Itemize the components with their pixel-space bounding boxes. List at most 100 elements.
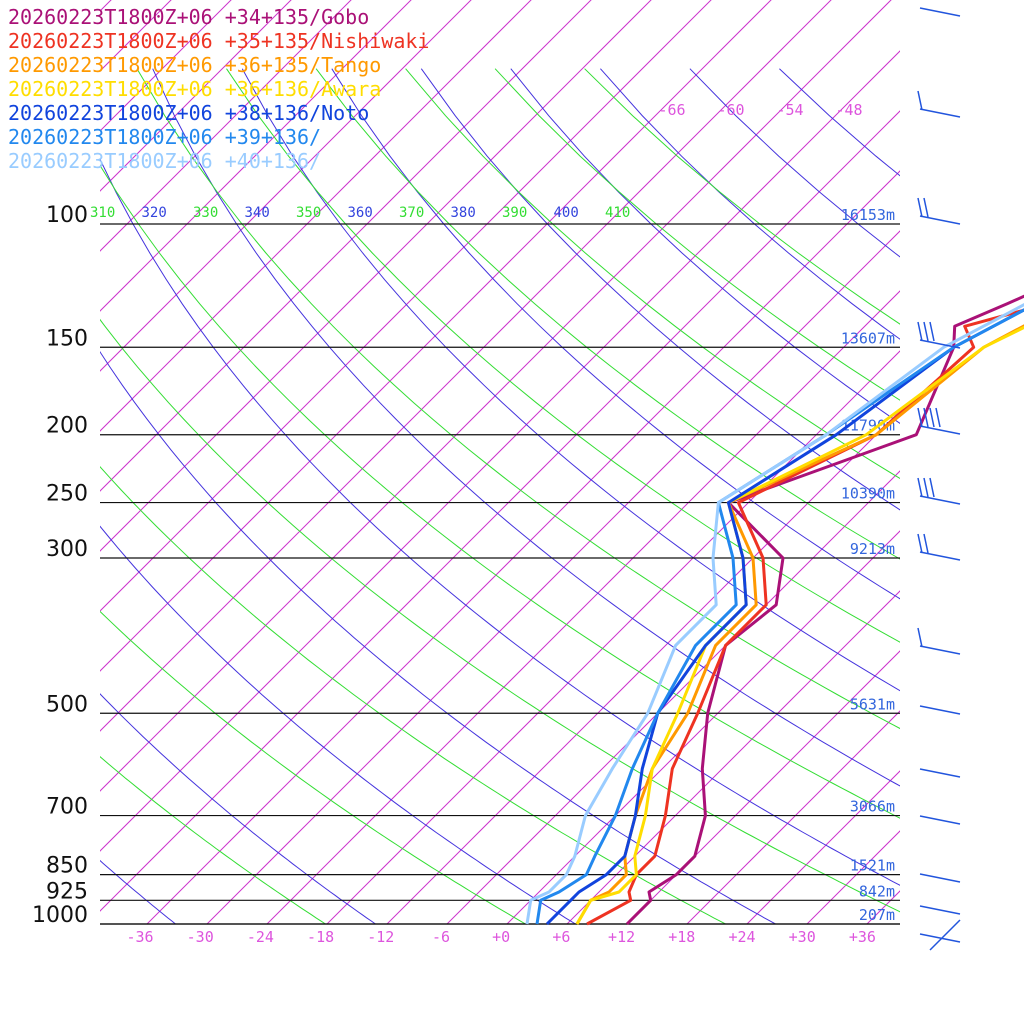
- wind-barb: [917, 197, 961, 225]
- theta-label: 320: [142, 205, 167, 221]
- isotherm-line: [626, 650, 900, 924]
- isotherm-line: [506, 530, 900, 924]
- legend-entry: 20260223T1800Z+06 +35+135/Nishiwaki: [8, 29, 429, 53]
- temperature-tick-label: +24: [728, 928, 755, 946]
- wind-barb: [917, 477, 961, 505]
- dry-adiabat: [152, 68, 900, 787]
- temperature-tick-label: +18: [668, 928, 695, 946]
- legend-entry: 20260223T1800Z+06 +34+135/Gobo: [8, 5, 369, 29]
- pressure-tick-label: 925: [46, 879, 88, 904]
- upper-temperature-tick-label: -48: [835, 101, 862, 119]
- dry-adiabat: [420, 68, 900, 511]
- upper-temperature-tick-label: -60: [717, 101, 744, 119]
- wind-barb: [917, 321, 961, 349]
- isotherm-line: [100, 110, 900, 912]
- theta-label: 330: [193, 205, 218, 221]
- theta-label: 360: [348, 205, 373, 221]
- temperature-tick-label: -24: [247, 928, 274, 946]
- grid-lines: [0, 0, 1024, 924]
- isotherm-line: [100, 0, 352, 252]
- height-label: 13607m: [841, 329, 895, 347]
- moist-adiabat: [100, 756, 327, 924]
- pressure-tick-label: 250: [46, 482, 88, 507]
- grid-clip: [0, 0, 1024, 924]
- height-label: 9213m: [850, 540, 895, 558]
- height-label: 3066m: [850, 798, 895, 816]
- upper-temperature-tick-label: -54: [776, 101, 803, 119]
- isotherm-line: [100, 50, 900, 852]
- legend-entry: 20260223T1800Z+06 +39+136/: [8, 125, 321, 149]
- wind-barb: [919, 705, 961, 715]
- profile-series-line: [575, 325, 1024, 925]
- legend: 20260223T1800Z+06 +34+135/Gobo20260223T1…: [8, 5, 429, 173]
- dry-adiabat: [100, 350, 777, 924]
- wind-barb: [919, 815, 961, 825]
- theta-label: 390: [502, 205, 527, 221]
- dry-adiabat: [100, 859, 177, 924]
- isotherm-line: [100, 0, 592, 492]
- dry-adiabat: [241, 68, 900, 692]
- theta-label: 400: [554, 205, 579, 221]
- height-label: 207m: [859, 906, 895, 924]
- pressure-tick-label: 850: [46, 854, 88, 879]
- dry-adiabat: [100, 693, 377, 924]
- pressure-tick-label: 150: [46, 326, 88, 351]
- temperature-tick-label: -12: [367, 928, 394, 946]
- wind-barb: [919, 873, 961, 883]
- theta-label: 340: [245, 205, 270, 221]
- wind-barb: [919, 905, 961, 915]
- isotherm-line: [100, 0, 892, 792]
- upper-temperature-tick-label: -66: [658, 101, 685, 119]
- moist-adiabat: [100, 164, 900, 819]
- pressure-tick-label: 200: [46, 414, 88, 439]
- pressure-tick-label: 500: [46, 692, 88, 717]
- temperature-tick-label: +0: [492, 928, 510, 946]
- isotherm-line: [100, 0, 652, 552]
- height-label: 5631m: [850, 695, 895, 713]
- isotherm-line: [0, 0, 7, 924]
- isotherm-line: [100, 0, 292, 192]
- profile-series-line: [586, 308, 1024, 926]
- pressure-tick-label: 100: [46, 203, 88, 228]
- pressure-tick-label: 300: [46, 537, 88, 562]
- wind-barb: [919, 768, 961, 778]
- temperature-tick-label: -6: [432, 928, 450, 946]
- wind-barb: [917, 90, 961, 118]
- profile-series-line: [575, 324, 1024, 925]
- moist-adiabat: [226, 68, 900, 643]
- isotherm-line: [987, 0, 1024, 924]
- profile-lines: [525, 294, 1024, 926]
- wind-barb: [919, 933, 961, 943]
- isotherm-line: [446, 470, 900, 924]
- theta-label: 410: [605, 205, 630, 221]
- isotherm-line: [100, 0, 832, 732]
- legend-entry: 20260223T1800Z+06 +36+136/Awara: [8, 77, 381, 101]
- wind-barb: [917, 407, 961, 435]
- isotherm-line: [927, 0, 1024, 924]
- moist-adiabat: [405, 68, 900, 480]
- moist-adiabat: [315, 68, 900, 560]
- temperature-tick-label: +30: [789, 928, 816, 946]
- wind-barb: [917, 533, 961, 561]
- temperature-tick-label: +6: [552, 928, 570, 946]
- wind-barb: [919, 7, 961, 17]
- dry-adiabat: [779, 68, 900, 177]
- moist-adiabat: [100, 318, 900, 913]
- legend-entry: 20260223T1800Z+06 +38+136/Noto: [8, 101, 369, 125]
- moist-adiabat: [494, 68, 900, 401]
- height-label: 1521m: [850, 857, 895, 875]
- temperature-tick-label: -36: [126, 928, 153, 946]
- pressure-tick-label: 700: [46, 795, 88, 820]
- isotherm-line: [100, 0, 232, 132]
- wind-barb: [917, 627, 961, 655]
- dry-adiabat: [331, 68, 900, 600]
- isotherm-line: [686, 710, 900, 924]
- wind-barb: [929, 919, 961, 951]
- profile-series-line: [525, 302, 1024, 925]
- isotherm-line: [146, 170, 900, 924]
- wind-barbs: [917, 7, 961, 951]
- pressure-tick-label: 1000: [32, 903, 88, 928]
- dry-adiabat: [100, 525, 577, 924]
- temperature-tick-label: -18: [307, 928, 334, 946]
